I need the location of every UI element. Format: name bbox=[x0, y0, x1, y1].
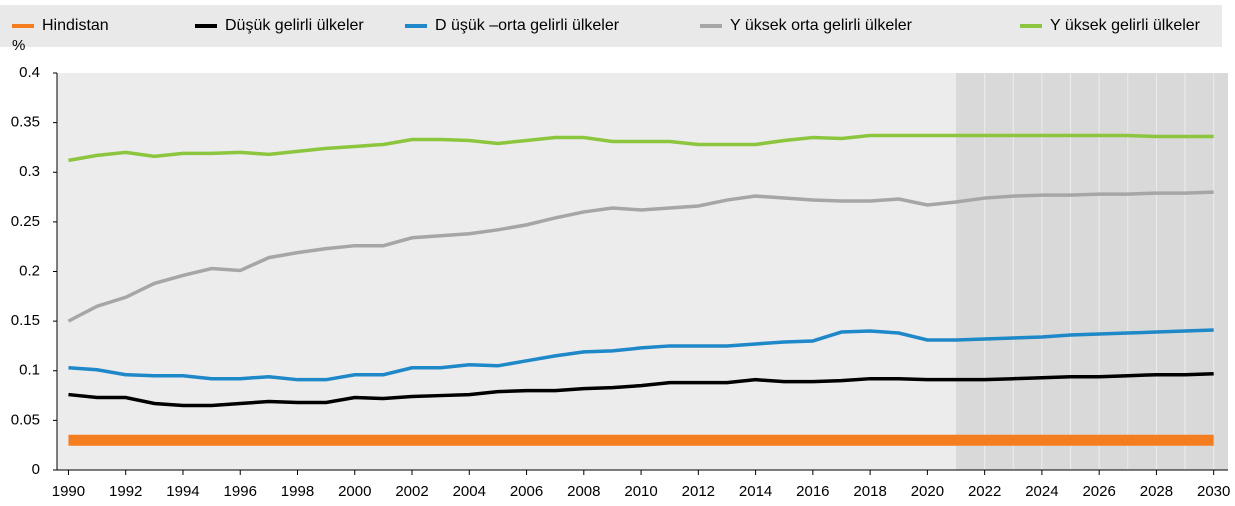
x-tick-label: 2006 bbox=[510, 483, 543, 500]
x-tick-label: 1990 bbox=[52, 483, 85, 500]
x-tick-label: 2004 bbox=[453, 483, 486, 500]
x-tick-label: 1998 bbox=[281, 483, 314, 500]
x-tick-label: 2018 bbox=[853, 483, 886, 500]
x-tick-label: 2016 bbox=[796, 483, 829, 500]
y-axis-label: % bbox=[12, 37, 25, 54]
y-tick-label: 0.1 bbox=[19, 362, 40, 379]
x-tick-label: 2000 bbox=[338, 483, 371, 500]
series-line bbox=[67, 190, 1214, 323]
legend-label: Y üksek gelirli ülkeler bbox=[1050, 17, 1201, 34]
x-tick-label: 1996 bbox=[224, 483, 257, 500]
x-tick-label: 2026 bbox=[1082, 483, 1115, 500]
legend-label: Hindistan bbox=[42, 17, 109, 34]
legend-label: D üşük –orta gelirli ülkeler bbox=[435, 17, 620, 34]
projection-shade bbox=[956, 73, 1228, 470]
y-tick-label: 0.05 bbox=[11, 411, 40, 428]
x-tick-label: 1992 bbox=[109, 483, 142, 500]
x-tick-label: 2022 bbox=[968, 483, 1001, 500]
x-tick-label: 2010 bbox=[624, 483, 657, 500]
legend-label: Düşük gelirli ülkeler bbox=[225, 17, 364, 34]
y-tick-label: 0.2 bbox=[19, 262, 40, 279]
x-tick-label: 2020 bbox=[911, 483, 944, 500]
x-tick-label: 2002 bbox=[395, 483, 428, 500]
x-tick-label: 2030 bbox=[1197, 483, 1230, 500]
x-tick-label: 2014 bbox=[739, 483, 772, 500]
y-tick-label: 0.25 bbox=[11, 213, 40, 230]
x-tick-label: 2012 bbox=[682, 483, 715, 500]
x-tick-label: 2008 bbox=[567, 483, 600, 500]
y-tick-label: 0.3 bbox=[19, 163, 40, 180]
y-tick-label: 0.15 bbox=[11, 312, 40, 329]
series-line bbox=[68, 328, 1214, 382]
y-tick-label: 0.35 bbox=[11, 114, 40, 131]
y-tick-label: 0 bbox=[32, 461, 40, 478]
x-tick-label: 2024 bbox=[1025, 483, 1058, 500]
y-tick-label: 0.4 bbox=[19, 64, 40, 81]
series-line bbox=[68, 133, 1214, 163]
x-tick-label: 2028 bbox=[1140, 483, 1173, 500]
x-tick-label: 1994 bbox=[166, 483, 199, 500]
series-line bbox=[68, 371, 1214, 408]
legend-label: Y üksek orta gelirli ülkeler bbox=[730, 17, 913, 34]
